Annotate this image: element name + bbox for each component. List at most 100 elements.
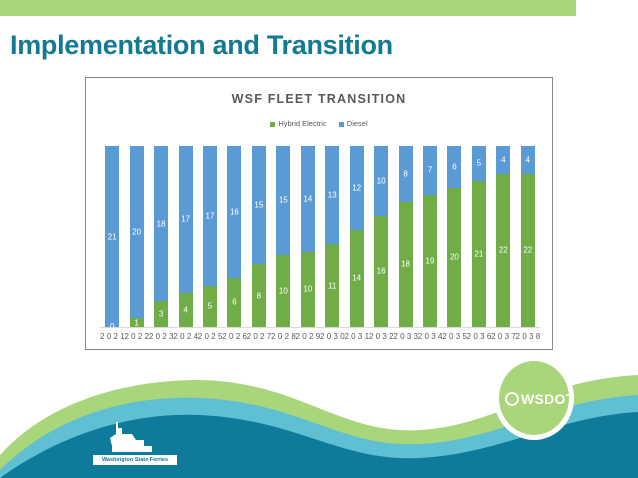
data-label: 14 <box>303 194 313 204</box>
bar-2036: 5 21 <box>471 146 486 327</box>
data-label: 4 <box>183 305 188 315</box>
bar-2028: 15 10 <box>276 146 291 327</box>
bar-segment-hybrid: 10 <box>276 254 291 327</box>
bar-segment-hybrid: 8 <box>251 264 266 327</box>
legend-swatch-diesel <box>338 121 344 127</box>
bar-2031: 12 14 <box>349 146 364 327</box>
legend-item-hybrid: Hybrid Electric <box>270 119 327 128</box>
x-tick-label: 2028 <box>271 332 299 341</box>
bar-2035: 6 20 <box>447 146 462 327</box>
bar-segment-diesel: 4 <box>496 146 511 174</box>
data-label: 10 <box>278 286 288 296</box>
bar-segment-hybrid: 14 <box>349 229 364 327</box>
data-label: 4 <box>525 155 530 165</box>
bar-segment-diesel: 6 <box>447 146 462 188</box>
bar-segment-hybrid: 6 <box>227 277 242 327</box>
data-label: 21 <box>107 232 117 241</box>
x-tick-label: 2033 <box>393 332 421 341</box>
legend-swatch-hybrid <box>270 121 276 127</box>
bar-segment-diesel: 16 <box>227 146 242 278</box>
bar-segment-hybrid: 22 <box>520 173 535 327</box>
bar-segment-hybrid: 10 <box>300 251 315 327</box>
x-tick-label: 2036 <box>466 332 494 341</box>
x-tick-label: 2038 <box>515 332 543 341</box>
x-tick-label: 2030 <box>320 332 347 341</box>
data-label: 6 <box>232 297 237 307</box>
bar-2029: 14 10 <box>300 146 315 327</box>
data-label: 16 <box>376 266 386 276</box>
bar-segment-diesel: 17 <box>203 146 217 286</box>
ferry-icon <box>110 422 152 452</box>
data-label: 0 <box>109 322 115 331</box>
data-label: 6 <box>452 162 457 172</box>
x-tick-label: 2032 <box>368 332 396 341</box>
bar-segment-diesel: 8 <box>398 146 413 202</box>
data-label: 5 <box>476 158 482 168</box>
data-label: 5 <box>207 301 213 311</box>
data-label: 14 <box>352 273 362 283</box>
bar-2038: 4 22 <box>520 146 535 327</box>
bar-2030: 13 11 <box>325 146 340 327</box>
bar-segment-diesel: 17 <box>178 146 193 293</box>
bar-segment-diesel: 13 <box>325 146 340 245</box>
x-tick-label: 2035 <box>442 332 470 341</box>
data-label: 16 <box>229 207 239 217</box>
data-label: 20 <box>132 227 142 237</box>
bar-segment-diesel: 21 <box>105 146 120 327</box>
x-tick-label: 2037 <box>491 332 519 341</box>
data-label: 22 <box>523 245 533 255</box>
plot-area: 21 0 20 1 18 3 17 4 17 5 16 6 15 8 15 10 14 10 13 11 12 14 10 1… <box>100 146 540 331</box>
bar-segment-diesel: 15 <box>276 146 291 255</box>
data-label: 15 <box>278 195 288 205</box>
data-label: 15 <box>254 200 264 210</box>
data-label: 10 <box>303 284 313 294</box>
x-tick-label: 2022 <box>124 332 152 341</box>
data-label: 8 <box>256 291 262 300</box>
bar-segment-diesel: 5 <box>471 146 486 181</box>
bar-2033: 8 18 <box>398 146 413 327</box>
slide-title: Implementation and Transition <box>10 30 393 60</box>
x-tick-label: 2025 <box>197 332 225 341</box>
bar-segment-diesel: 18 <box>154 146 169 302</box>
bar-2037: 4 22 <box>496 146 511 327</box>
bar-2026: 16 6 <box>227 146 242 327</box>
data-label: 10 <box>376 176 386 186</box>
x-tick-label: 2029 <box>295 332 323 341</box>
chart-container: WSF FLEET TRANSITION Hybrid Electric Die… <box>85 77 553 350</box>
data-label: 3 <box>158 309 164 319</box>
top-accent-bar <box>0 0 576 16</box>
data-label: 1 <box>134 318 139 328</box>
bar-segment-hybrid: 11 <box>325 244 340 327</box>
x-tick-label: 2031 <box>344 332 372 341</box>
bar-2021: 21 0 <box>105 146 120 331</box>
bar-segment-hybrid: 22 <box>496 173 511 327</box>
data-label: 7 <box>427 165 433 175</box>
x-tick-label: 2021 <box>100 332 127 341</box>
bar-segment-diesel: 10 <box>374 146 389 216</box>
data-label: 20 <box>449 252 459 262</box>
data-label: 22 <box>498 245 508 255</box>
legend-label: Diesel <box>346 119 368 128</box>
bar-segment-hybrid: 21 <box>471 180 486 327</box>
chart-title: WSF FLEET TRANSITION <box>231 92 407 106</box>
x-axis-line <box>100 327 540 328</box>
data-label: 19 <box>425 256 435 266</box>
bar-2023: 18 3 <box>154 146 169 327</box>
x-tick-label: 2034 <box>417 332 445 341</box>
data-label: 8 <box>403 169 408 179</box>
data-label: 11 <box>328 281 337 290</box>
x-tick-label: 2027 <box>246 332 274 341</box>
data-label: 12 <box>352 183 362 193</box>
bar-segment-diesel: 7 <box>423 146 437 195</box>
bar-2034: 7 19 <box>423 146 437 327</box>
legend-label: Hybrid Electric <box>278 119 327 128</box>
bar-segment-hybrid: 19 <box>423 194 437 327</box>
data-label: 13 <box>327 190 337 200</box>
data-label: 17 <box>181 214 190 224</box>
bar-2022: 20 1 <box>129 146 144 328</box>
wsdot-logo-text: WSDOT <box>521 391 575 407</box>
data-label: 17 <box>205 211 215 221</box>
bar-2032: 10 16 <box>374 146 389 327</box>
wsdot-logo: WSDOT <box>494 356 574 440</box>
legend-item-diesel: Diesel <box>338 119 368 128</box>
